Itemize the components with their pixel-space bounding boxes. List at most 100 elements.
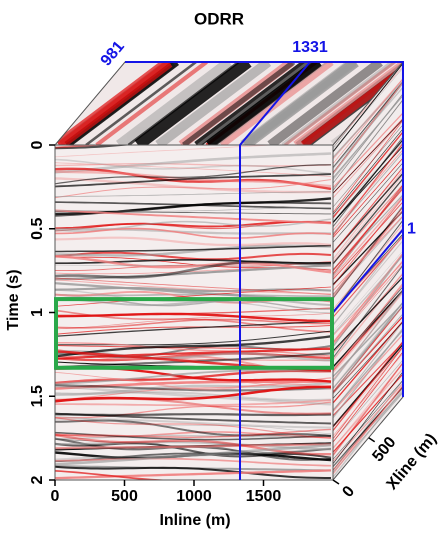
reflector	[55, 470, 173, 480]
reflector	[55, 345, 332, 350]
stripe	[333, 120, 403, 213]
reflector	[55, 428, 332, 438]
reflector	[55, 227, 332, 235]
reflector	[55, 431, 331, 439]
inline-slice-label: 1331	[292, 39, 328, 56]
reflector	[55, 293, 331, 297]
z-tick	[332, 479, 340, 485]
reflector	[55, 145, 133, 150]
reflector	[55, 443, 332, 466]
stripe	[333, 346, 403, 427]
time-slice	[332, 228, 404, 314]
reflector	[55, 152, 332, 174]
stripe	[333, 80, 403, 158]
reflector	[55, 297, 332, 307]
stripe	[333, 346, 403, 439]
stripe	[333, 206, 403, 295]
stripe	[333, 210, 403, 286]
reflector	[55, 173, 332, 188]
stripe	[333, 359, 403, 442]
stripe	[333, 216, 403, 296]
stripe	[333, 119, 403, 194]
reflector	[55, 325, 332, 335]
stripe	[333, 167, 403, 254]
stripe	[333, 379, 403, 471]
stripe	[182, 62, 296, 145]
stripe	[155, 62, 272, 145]
y-tick-label: 1.5	[29, 385, 46, 407]
reflector	[55, 347, 332, 360]
stripe	[333, 152, 403, 234]
reflector	[55, 385, 332, 403]
reflector	[55, 412, 332, 425]
stripe	[281, 62, 395, 145]
reflector	[55, 318, 331, 329]
reflector	[55, 381, 332, 396]
stripe	[333, 139, 403, 223]
stripe	[333, 119, 403, 199]
stripe	[333, 368, 403, 449]
reflector	[55, 236, 332, 247]
reflector	[55, 391, 332, 402]
stripe	[333, 178, 403, 265]
stripe	[95, 62, 208, 145]
reflector	[55, 320, 332, 337]
reflector	[55, 227, 332, 239]
seismic-texture	[55, 62, 403, 480]
stripe	[293, 62, 403, 145]
reflector	[55, 313, 332, 330]
reflector	[55, 164, 332, 185]
stripe	[333, 379, 403, 460]
stripe	[333, 82, 403, 175]
reflector	[55, 369, 332, 385]
stripe	[57, 62, 172, 145]
reflector	[55, 145, 280, 158]
time-slice-label: 1	[407, 221, 416, 238]
chart-title: ODRR	[194, 9, 244, 28]
reflector	[55, 335, 332, 358]
reflector	[55, 191, 332, 198]
y-tick-label: 0.5	[29, 218, 46, 240]
stripe	[333, 341, 403, 432]
stripe	[284, 62, 396, 145]
stripe	[333, 205, 403, 299]
reflector	[55, 380, 332, 390]
y-tick-label: 2	[29, 475, 46, 484]
stripe	[333, 157, 403, 238]
stripe	[333, 262, 403, 336]
reflector	[55, 417, 332, 429]
stripe	[333, 201, 403, 280]
reflector	[55, 264, 332, 270]
reflector	[55, 162, 332, 177]
stripe	[333, 174, 403, 262]
reflector	[55, 342, 332, 357]
stripe	[333, 353, 403, 437]
stripe	[333, 197, 403, 286]
reflector	[55, 378, 332, 391]
reflector	[55, 259, 332, 265]
reflector	[55, 457, 332, 467]
front-texture	[55, 145, 332, 480]
y-tick-label: 0	[29, 140, 46, 149]
x-axis-label: Inline (m)	[159, 512, 230, 529]
stripe	[333, 321, 403, 399]
top-texture	[55, 62, 403, 145]
stripe	[333, 184, 403, 275]
stripe	[333, 384, 403, 475]
stripe	[333, 63, 403, 153]
reflector	[55, 158, 332, 175]
stripe	[267, 62, 383, 145]
reflector	[55, 207, 331, 212]
reflector	[55, 433, 332, 440]
x-tick-label: 0	[51, 488, 60, 505]
reflector	[55, 209, 332, 225]
stripe	[333, 250, 403, 333]
stripe	[333, 321, 403, 412]
stripe	[194, 62, 309, 145]
reflector	[55, 431, 332, 441]
stripe	[206, 62, 322, 145]
reflector	[55, 384, 332, 406]
x-tick-label: 1500	[246, 488, 282, 505]
reflector	[55, 416, 332, 435]
stripe	[333, 302, 403, 378]
